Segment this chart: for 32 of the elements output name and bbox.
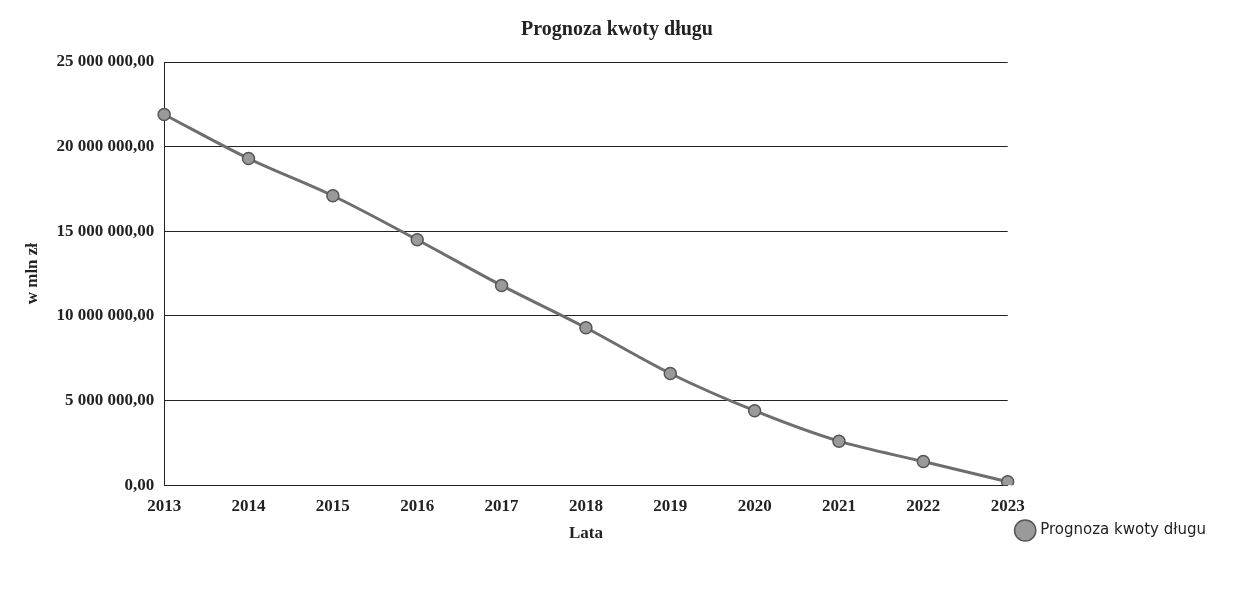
point (579, 321, 593, 335)
x-tick-label: 2019 (653, 495, 688, 515)
point (1000, 475, 1015, 486)
point (663, 366, 678, 381)
y-axis-title: w mln zł (21, 242, 41, 305)
y-tick-label: 25 000 000,00 (56, 51, 155, 71)
y-tick-label: 5 000 000,00 (64, 389, 155, 409)
x-tick-label: 2017 (484, 495, 520, 515)
y-tick-label: 10 000 000,00 (56, 305, 155, 325)
x-tick-label: 2014 (231, 495, 266, 515)
x-tick-label: 2013 (147, 495, 182, 515)
point (832, 434, 846, 448)
x-tick-label: 2020 (737, 495, 772, 515)
point (747, 403, 762, 418)
point (494, 278, 509, 293)
y-tick-label: 20 000 000,00 (56, 136, 155, 156)
point (410, 232, 424, 247)
x-tick-label: 2016 (400, 495, 435, 515)
x-tick-label: 2023 (990, 495, 1025, 515)
x-axis-title: Lata (568, 523, 604, 543)
y-tick-label: 0,00 (124, 474, 155, 494)
x-tick-label: 2015 (315, 495, 350, 515)
x-tick-label: 2022 (906, 495, 941, 515)
x-tick-label: 2018 (568, 495, 603, 515)
y-tick-label: 15 000 000,00 (56, 220, 155, 240)
point (326, 188, 340, 203)
x-tick-label: 2021 (821, 495, 856, 515)
point (916, 454, 931, 469)
point (241, 151, 256, 166)
point (157, 107, 171, 122)
legend-label: Prognoza kwoty długu (1040, 520, 1207, 539)
chart-title: Prognoza kwoty długu (521, 17, 713, 41)
